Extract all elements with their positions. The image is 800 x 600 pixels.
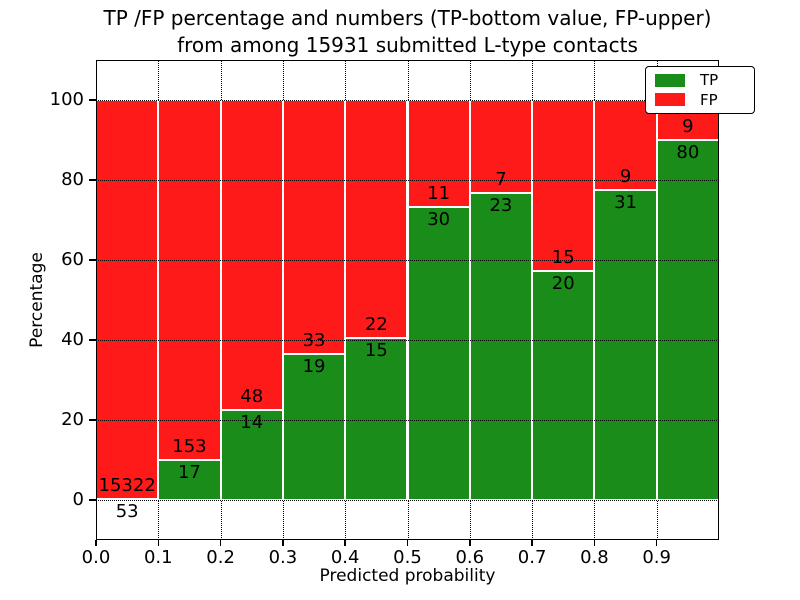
legend-entry-tp: TP [655,71,745,89]
x-tick-mark [469,540,471,546]
fp-count-label: 15 [551,247,575,269]
bar-fp-segment [220,100,283,410]
x-tick-label: 0.4 [330,547,360,568]
tp-count-label: 30 [427,209,451,231]
gridline-h [96,420,719,421]
x-tick-label: 0.2 [206,547,235,568]
bar-tp-segment [532,271,595,500]
y-tick-label: 80 [61,169,84,190]
fp-count-label: 9 [619,166,632,187]
x-tick-mark [219,540,222,546]
gridline-h [96,180,719,181]
x-tick-mark [593,540,596,546]
x-tick-mark [406,540,409,546]
y-tick-mark [89,339,96,341]
fp-count-label: 48 [240,385,264,407]
y-tick-label: 20 [61,409,84,430]
fp-count-label: 11 [427,183,451,205]
bar-tp-segment [345,337,408,500]
bar-tp-segment [469,193,533,500]
tp-count-label: 17 [177,462,201,483]
gridline-h [96,500,719,501]
tp-count-label: 14 [240,411,264,433]
x-tick-mark [157,540,160,546]
bar-fp-segment [345,100,408,338]
tp-count-label: 80 [676,142,700,164]
gridline-h [96,100,719,101]
x-tick-mark [95,540,97,546]
legend: TP FP [645,66,755,114]
gridline-h [96,260,719,261]
tp-count-label: 31 [614,192,637,213]
tp-count-label: 15 [364,339,388,361]
tp-count-label: 20 [551,273,575,295]
y-tick-label: 40 [61,329,84,350]
bar-tp-segment [220,409,283,500]
y-tick-mark [89,419,96,421]
y-tick-label: 0 [72,489,84,510]
x-tick-label: 0.1 [143,547,173,568]
gridline-h [96,340,719,341]
x-tick-label: 0.0 [81,547,111,568]
bar-fp-segment [532,100,595,272]
tp-count-label: 23 [489,195,513,217]
x-tick-mark [655,540,658,546]
y-tick-label: 60 [61,249,84,270]
chart-title: TP /FP percentage and numbers (TP-bottom… [103,6,712,57]
y-tick-mark [89,499,96,501]
x-tick-label: 0.5 [393,547,422,568]
legend-entry-fp: FP [655,91,745,109]
fp-count-label: 15322 [98,474,156,496]
x-tick-label: 0.9 [642,547,671,568]
legend-fp-swatch [655,93,685,107]
fp-count-label: 7 [495,169,507,191]
x-tick-mark [344,540,346,546]
x-tick-label: 0.7 [517,547,547,568]
bar-fp-segment [594,100,657,190]
bar-tp-segment [407,207,470,500]
fp-count-label: 22 [364,313,388,335]
bar-tp-segment [656,140,719,500]
fp-count-label: 33 [302,329,326,351]
fp-count-label: 9 [682,116,694,138]
y-tick-label: 100 [49,89,84,110]
x-tick-label: 0.3 [268,547,298,568]
y-tick-mark [89,99,96,101]
bar-fp-segment [469,100,533,194]
y-tick-mark [89,259,96,261]
bar-fp-segment [96,100,159,499]
x-tick-label: 0.6 [455,547,485,568]
bar-fp-segment [407,100,470,208]
x-tick-mark [282,540,284,546]
bar-fp-segment [158,100,221,460]
bar-tp-segment [158,460,221,500]
tp-count-label: 19 [302,355,326,377]
legend-fp-label: FP [700,90,718,109]
bar-tp-segment [282,353,346,500]
legend-tp-swatch [655,73,685,87]
y-tick-mark [89,179,96,181]
x-tick-label: 0.8 [580,547,609,568]
legend-tp-label: TP [700,71,719,90]
x-tick-mark [531,540,533,546]
x-axis-label: Predicted probability [319,566,496,586]
fp-count-label: 153 [172,436,207,457]
bar-tp-segment [594,190,657,500]
bar-fp-segment [282,100,346,354]
tp-count-label: 53 [115,500,139,522]
